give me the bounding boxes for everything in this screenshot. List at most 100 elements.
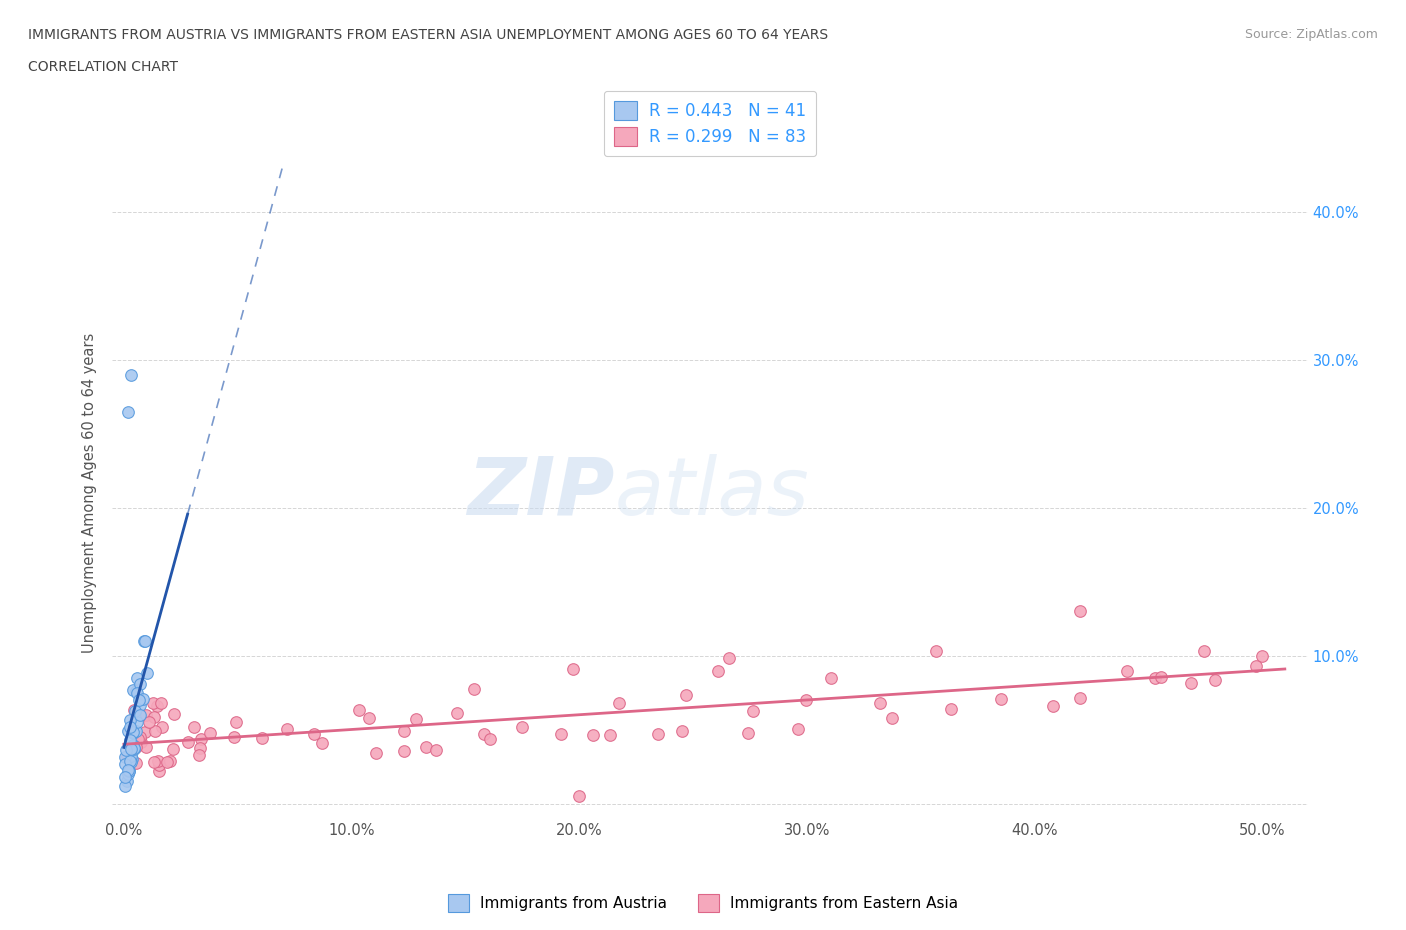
Point (120, 753, 142, 768)
Point (599, 728, 621, 743)
Point (1244, 658, 1267, 673)
Point (741, 704, 763, 719)
Point (568, 789, 591, 804)
Point (162, 742, 184, 757)
Point (159, 753, 181, 768)
Point (145, 698, 167, 713)
Point (138, 714, 160, 729)
Point (425, 743, 447, 758)
Point (125, 740, 148, 755)
Point (121, 724, 143, 739)
Legend: R = 0.443   N = 41, R = 0.299   N = 83: R = 0.443 N = 41, R = 0.299 N = 83 (605, 91, 815, 156)
Point (718, 651, 741, 666)
Point (1204, 672, 1226, 687)
Point (190, 731, 212, 746)
Point (125, 714, 148, 729)
Point (122, 740, 145, 755)
Point (120, 741, 142, 756)
Point (1149, 670, 1171, 684)
Point (114, 757, 136, 772)
Point (115, 773, 138, 788)
Point (1251, 648, 1274, 663)
Point (550, 726, 572, 741)
Point (225, 714, 247, 729)
Point (120, 751, 142, 765)
Point (129, 708, 152, 723)
Point (188, 748, 211, 763)
Point (478, 732, 501, 747)
Point (122, 683, 145, 698)
Point (446, 705, 468, 720)
Point (392, 744, 415, 759)
Point (222, 729, 245, 744)
Text: IMMIGRANTS FROM AUSTRIA VS IMMIGRANTS FROM EASTERN ASIA UNEMPLOYMENT AMONG AGES : IMMIGRANTS FROM AUSTRIA VS IMMIGRANTS FR… (28, 28, 828, 42)
Point (121, 752, 143, 767)
Point (117, 724, 139, 738)
Point (122, 725, 145, 740)
Point (198, 725, 221, 740)
Point (125, 724, 148, 738)
Point (145, 724, 167, 738)
Point (787, 722, 810, 737)
Point (347, 702, 370, 717)
Point (128, 693, 150, 708)
Point (939, 702, 962, 717)
Point (1180, 675, 1202, 690)
Point (924, 644, 946, 658)
Point (134, 724, 156, 739)
Point (737, 725, 759, 740)
Point (125, 685, 148, 700)
Y-axis label: Unemployment Among Ages 60 to 64 years: Unemployment Among Ages 60 to 64 years (82, 333, 97, 653)
Point (120, 712, 142, 727)
Point (311, 736, 333, 751)
Point (1042, 698, 1064, 713)
Point (177, 735, 200, 750)
Point (146, 753, 169, 768)
Text: Source: ZipAtlas.com: Source: ZipAtlas.com (1244, 28, 1378, 41)
Point (135, 666, 157, 681)
Text: ZIP: ZIP (467, 454, 614, 532)
Point (869, 696, 891, 711)
Point (148, 764, 170, 778)
Legend: Immigrants from Austria, Immigrants from Eastern Asia: Immigrants from Austria, Immigrants from… (441, 888, 965, 918)
Text: CORRELATION CHART: CORRELATION CHART (28, 60, 179, 74)
Point (1116, 664, 1139, 679)
Point (117, 767, 139, 782)
Point (1144, 671, 1167, 685)
Point (276, 721, 298, 736)
Point (472, 726, 495, 741)
Point (142, 696, 165, 711)
Point (114, 770, 136, 785)
Point (125, 756, 148, 771)
Point (302, 726, 325, 741)
Point (415, 740, 437, 755)
Point (135, 739, 157, 754)
Point (114, 778, 136, 793)
Point (120, 367, 142, 382)
Point (364, 745, 387, 760)
Point (463, 682, 485, 697)
Point (124, 702, 146, 717)
Point (1069, 691, 1091, 706)
Point (156, 754, 179, 769)
Point (129, 677, 152, 692)
Point (510, 720, 533, 735)
Point (794, 693, 817, 708)
Point (117, 763, 139, 777)
Point (117, 749, 139, 764)
Point (820, 671, 842, 685)
Point (142, 710, 165, 724)
Point (122, 741, 145, 756)
Point (647, 726, 669, 741)
Point (357, 711, 380, 725)
Text: atlas: atlas (614, 454, 810, 532)
Point (880, 711, 903, 725)
Point (120, 732, 142, 747)
Point (124, 704, 146, 719)
Point (607, 696, 630, 711)
Point (120, 749, 142, 764)
Point (122, 737, 145, 752)
Point (188, 741, 211, 756)
Point (118, 764, 141, 779)
Point (561, 661, 583, 676)
